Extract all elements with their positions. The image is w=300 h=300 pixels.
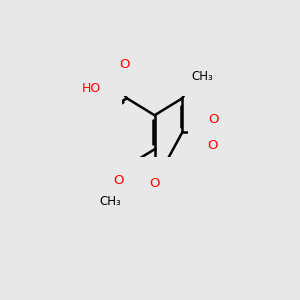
Text: CH₃: CH₃	[100, 195, 122, 208]
Text: O: O	[113, 175, 124, 188]
Text: CH₃: CH₃	[191, 70, 213, 83]
Text: O: O	[208, 112, 219, 125]
Text: HO: HO	[82, 82, 101, 95]
Text: O: O	[207, 139, 218, 152]
Text: O: O	[149, 177, 160, 190]
Text: O: O	[119, 58, 129, 71]
